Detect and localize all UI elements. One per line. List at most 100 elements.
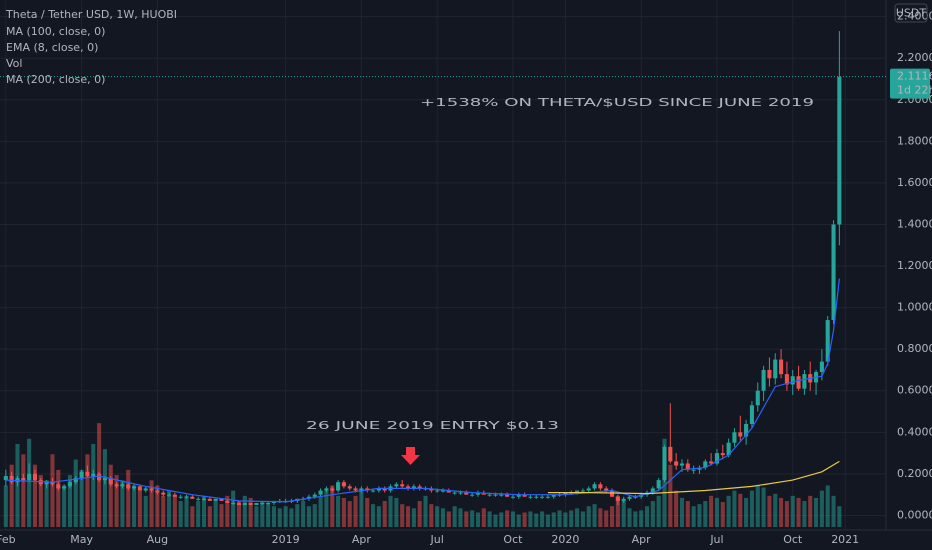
- volume-bar: [621, 501, 626, 527]
- volume-bar: [551, 512, 556, 527]
- currency[interactable]: USDT: [896, 7, 927, 20]
- volume-bar: [365, 497, 370, 527]
- volume-bar: [155, 485, 160, 527]
- volume-bar: [790, 495, 795, 527]
- candle-body: [790, 376, 795, 385]
- entry-arrow: [401, 447, 420, 465]
- volume-bar: [242, 495, 247, 527]
- candle-body: [324, 488, 329, 491]
- candle-body: [831, 224, 836, 321]
- volume-bar: [714, 497, 720, 527]
- candle-body: [452, 492, 457, 494]
- volume-bar: [359, 490, 364, 527]
- volume-bar: [627, 508, 632, 527]
- candle-body: [464, 492, 469, 495]
- volume-bar: [62, 485, 67, 527]
- volume-bar: [633, 511, 638, 527]
- volume-bar: [9, 464, 14, 527]
- candle-body: [627, 496, 632, 499]
- volume-bar: [38, 475, 43, 527]
- candle-body: [516, 494, 521, 497]
- volume-bar: [394, 497, 399, 527]
- volume-bar: [429, 504, 434, 527]
- candle-body: [650, 488, 655, 493]
- volume-bar: [487, 511, 492, 527]
- axes: 0.0000 0.2000 0.4000 0.6000 0.8000 1.0000 1.20…: [0, 10, 932, 546]
- candle-body: [143, 488, 148, 491]
- volume-bar: [802, 501, 807, 527]
- volume-bar: [726, 495, 731, 527]
- candle-body: [580, 490, 585, 492]
- y-tick-label: 2.2000: [897, 51, 932, 64]
- x-tick-label: Jul: [709, 533, 723, 546]
- candle-body: [749, 405, 754, 424]
- candle-body: [458, 492, 463, 494]
- volume-bar: [120, 480, 125, 527]
- candle-body: [336, 482, 341, 491]
- volume-bar: [709, 495, 714, 527]
- candle-body: [435, 490, 440, 492]
- volume-bar: [650, 501, 655, 527]
- countdown: 1d 22h: [897, 84, 932, 97]
- volume-bar: [691, 506, 696, 527]
- y-tick-label: 0.8000: [897, 342, 932, 355]
- volume-bar: [837, 506, 842, 527]
- currency-box[interactable]: [894, 3, 928, 23]
- volume-bar: [720, 502, 725, 527]
- annotation: +1538% ON THETA/$USD SINCE JUNE 2019: [420, 96, 814, 109]
- volume-bar: [201, 495, 207, 527]
- volume-bar: [341, 497, 346, 527]
- volume-bar: [522, 512, 527, 527]
- volume-bar: [808, 495, 813, 527]
- candle-body: [551, 494, 556, 497]
- candle-body: [79, 471, 84, 479]
- volume-bar: [184, 495, 189, 527]
- volume-bar: [470, 510, 475, 527]
- candle-body: [266, 502, 271, 504]
- volume-bar: [744, 497, 749, 527]
- candle-body: [534, 496, 539, 498]
- volume-bar: [149, 480, 154, 527]
- candle-body: [604, 488, 609, 491]
- volume-bar: [67, 475, 72, 527]
- candle-body: [732, 432, 737, 443]
- volume-bar: [283, 506, 288, 527]
- indicator-label: MA (200, close, 0): [6, 73, 105, 86]
- candle-body: [9, 475, 14, 483]
- candle-body: [126, 484, 131, 489]
- volume-bar: [3, 485, 8, 527]
- volume-bar: [563, 512, 568, 527]
- volume-bar: [132, 485, 137, 527]
- candle-body: [767, 369, 772, 379]
- candle-body: [27, 473, 32, 481]
- volume-bar: [126, 469, 131, 527]
- candle-body: [114, 484, 119, 487]
- volume-bar: [91, 443, 96, 527]
- x-tick-label: Aug: [147, 533, 168, 546]
- volume-bar: [388, 495, 393, 527]
- volume-bar: [324, 490, 329, 527]
- volume-bar: [400, 504, 405, 527]
- candle-body: [475, 492, 481, 495]
- candle-body: [353, 488, 358, 491]
- volume-bar: [236, 501, 242, 527]
- candle-body: [184, 496, 189, 498]
- candle-body: [545, 496, 550, 498]
- candle-body: [56, 484, 61, 489]
- volume-bar: [318, 495, 323, 527]
- candle-body: [178, 496, 183, 498]
- candle-body: [166, 494, 172, 496]
- candle-body: [382, 488, 387, 491]
- candle-body: [714, 453, 720, 464]
- volume-bar: [225, 495, 230, 527]
- volume-bar: [207, 506, 212, 527]
- candle-body: [417, 486, 422, 489]
- volume-bar: [254, 506, 259, 527]
- candle-body: [446, 490, 451, 493]
- candle-body: [225, 500, 230, 503]
- volume-bar: [56, 469, 61, 527]
- y-tick-label: 1.2000: [897, 259, 932, 272]
- candle-body: [440, 490, 446, 492]
- volume-bar: [825, 485, 830, 527]
